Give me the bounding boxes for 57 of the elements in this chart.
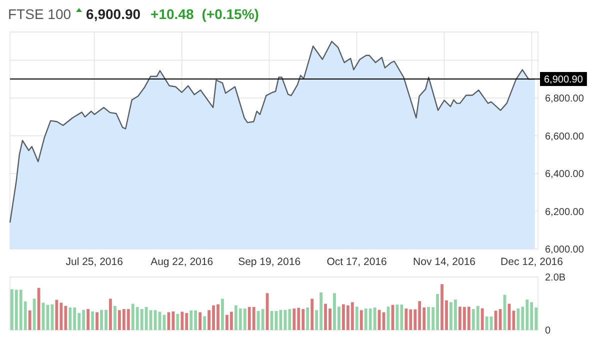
bar <box>126 309 130 330</box>
bar <box>60 302 63 330</box>
bar <box>32 298 36 330</box>
bar <box>261 309 264 330</box>
bar <box>172 311 175 330</box>
bar <box>480 308 484 330</box>
bar <box>292 308 296 330</box>
bar <box>109 298 112 330</box>
bar <box>144 306 148 330</box>
x-tick-label: Oct 17, 2016 <box>326 256 388 268</box>
bar <box>454 300 457 330</box>
bar <box>310 298 314 330</box>
y-tick-label: 6,400.00 <box>545 169 584 180</box>
bar <box>476 306 480 330</box>
bar <box>68 307 72 330</box>
bar <box>400 304 404 330</box>
ref-line-label: 6,900.90 <box>544 74 584 86</box>
text: (+0.15%) <box>202 6 259 22</box>
x-tick-label: Sep 19, 2016 <box>238 256 301 268</box>
bar <box>252 306 256 330</box>
bar <box>306 307 310 330</box>
bar <box>203 316 206 330</box>
bar <box>198 312 202 330</box>
bar <box>373 307 376 330</box>
bar <box>86 309 90 330</box>
bar <box>91 311 94 330</box>
bar <box>355 306 358 330</box>
y-tick-label: 0 <box>545 326 551 336</box>
y-tick-label: 6,800.00 <box>545 94 584 105</box>
bar <box>96 312 98 330</box>
x-tick-label: Dec 12, 2016 <box>500 256 564 268</box>
text: +10.48 <box>150 6 194 22</box>
chart-title: FTSE 100 <box>8 6 72 22</box>
text: 6,900.90 <box>86 6 141 22</box>
bar <box>350 302 354 330</box>
bar <box>516 308 520 330</box>
y-tick-label: 6,000.00 <box>545 244 584 256</box>
bar <box>190 310 193 330</box>
bar <box>180 312 184 330</box>
bar <box>404 308 408 330</box>
y-tick-label: 6,600.00 <box>545 131 584 142</box>
bar <box>284 310 287 330</box>
x-tick-label: Aug 22, 2016 <box>150 256 214 268</box>
x-tick-label: Nov 14, 2016 <box>413 256 476 268</box>
bar <box>221 298 224 330</box>
bar <box>243 308 246 330</box>
bar <box>427 306 430 330</box>
bar <box>176 314 180 330</box>
y-tick-label: 6,200.00 <box>545 206 584 218</box>
bar <box>485 316 488 330</box>
bar <box>360 310 363 330</box>
bar <box>230 312 233 330</box>
bar <box>28 310 32 330</box>
bar <box>467 306 470 330</box>
y-tick-label: 2.0B <box>545 272 566 284</box>
bar <box>113 306 116 330</box>
x-tick-label: Jul 25, 2016 <box>66 256 124 268</box>
